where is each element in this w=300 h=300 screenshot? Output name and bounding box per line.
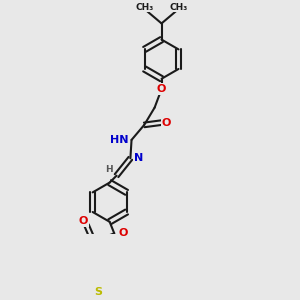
Text: O: O — [78, 216, 88, 226]
Text: H: H — [105, 165, 112, 174]
Text: O: O — [157, 84, 166, 94]
Text: CH₃: CH₃ — [170, 3, 188, 12]
Text: O: O — [161, 118, 171, 128]
Text: S: S — [94, 287, 102, 297]
Text: HN: HN — [110, 135, 128, 145]
Text: N: N — [134, 153, 143, 164]
Text: O: O — [119, 228, 128, 238]
Text: CH₃: CH₃ — [135, 3, 153, 12]
